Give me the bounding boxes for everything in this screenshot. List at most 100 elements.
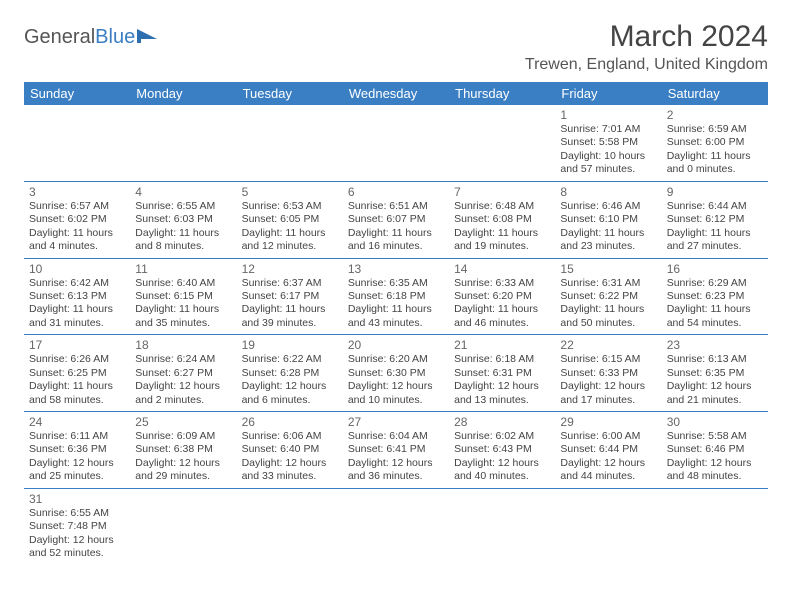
calendar-row: 10Sunrise: 6:42 AMSunset: 6:13 PMDayligh…	[24, 258, 768, 335]
day-number: 19	[242, 338, 338, 352]
empty-cell	[237, 488, 343, 564]
day-info: Sunrise: 6:48 AMSunset: 6:08 PMDaylight:…	[454, 200, 550, 254]
day-cell: 11Sunrise: 6:40 AMSunset: 6:15 PMDayligh…	[130, 258, 236, 335]
day-info: Sunrise: 7:01 AMSunset: 5:58 PMDaylight:…	[560, 123, 656, 177]
empty-cell	[662, 488, 768, 564]
day-info: Sunrise: 6:26 AMSunset: 6:25 PMDaylight:…	[29, 353, 125, 407]
day-number: 4	[135, 185, 231, 199]
day-info: Sunrise: 6:31 AMSunset: 6:22 PMDaylight:…	[560, 277, 656, 331]
weekday-header: Tuesday	[237, 82, 343, 105]
day-info: Sunrise: 6:24 AMSunset: 6:27 PMDaylight:…	[135, 353, 231, 407]
day-info: Sunrise: 6:55 AMSunset: 7:48 PMDaylight:…	[29, 507, 125, 561]
day-number: 26	[242, 415, 338, 429]
day-cell: 12Sunrise: 6:37 AMSunset: 6:17 PMDayligh…	[237, 258, 343, 335]
header: GeneralBlue March 2024 Trewen, England, …	[24, 20, 768, 74]
day-cell: 2Sunrise: 6:59 AMSunset: 6:00 PMDaylight…	[662, 105, 768, 181]
day-number: 30	[667, 415, 763, 429]
day-number: 24	[29, 415, 125, 429]
empty-cell	[130, 488, 236, 564]
day-number: 15	[560, 262, 656, 276]
calendar-row: 17Sunrise: 6:26 AMSunset: 6:25 PMDayligh…	[24, 335, 768, 412]
day-info: Sunrise: 6:35 AMSunset: 6:18 PMDaylight:…	[348, 277, 444, 331]
day-number: 5	[242, 185, 338, 199]
logo-flag-icon	[137, 29, 159, 45]
day-cell: 23Sunrise: 6:13 AMSunset: 6:35 PMDayligh…	[662, 335, 768, 412]
day-cell: 30Sunrise: 5:58 AMSunset: 6:46 PMDayligh…	[662, 412, 768, 489]
day-info: Sunrise: 6:00 AMSunset: 6:44 PMDaylight:…	[560, 430, 656, 484]
day-cell: 28Sunrise: 6:02 AMSunset: 6:43 PMDayligh…	[449, 412, 555, 489]
calendar-table: SundayMondayTuesdayWednesdayThursdayFrid…	[24, 82, 768, 565]
day-cell: 3Sunrise: 6:57 AMSunset: 6:02 PMDaylight…	[24, 181, 130, 258]
day-number: 25	[135, 415, 231, 429]
logo-text-general: General	[24, 26, 95, 49]
calendar-row: 31Sunrise: 6:55 AMSunset: 7:48 PMDayligh…	[24, 488, 768, 564]
day-cell: 26Sunrise: 6:06 AMSunset: 6:40 PMDayligh…	[237, 412, 343, 489]
empty-cell	[555, 488, 661, 564]
day-number: 10	[29, 262, 125, 276]
day-number: 8	[560, 185, 656, 199]
day-info: Sunrise: 6:22 AMSunset: 6:28 PMDaylight:…	[242, 353, 338, 407]
title-block: March 2024 Trewen, England, United Kingd…	[525, 20, 768, 74]
day-cell: 6Sunrise: 6:51 AMSunset: 6:07 PMDaylight…	[343, 181, 449, 258]
day-number: 22	[560, 338, 656, 352]
day-cell: 1Sunrise: 7:01 AMSunset: 5:58 PMDaylight…	[555, 105, 661, 181]
day-cell: 14Sunrise: 6:33 AMSunset: 6:20 PMDayligh…	[449, 258, 555, 335]
weekday-row: SundayMondayTuesdayWednesdayThursdayFrid…	[24, 82, 768, 105]
day-number: 6	[348, 185, 444, 199]
location: Trewen, England, United Kingdom	[525, 56, 768, 74]
day-info: Sunrise: 6:44 AMSunset: 6:12 PMDaylight:…	[667, 200, 763, 254]
day-number: 13	[348, 262, 444, 276]
day-info: Sunrise: 6:59 AMSunset: 6:00 PMDaylight:…	[667, 123, 763, 177]
day-info: Sunrise: 6:46 AMSunset: 6:10 PMDaylight:…	[560, 200, 656, 254]
day-number: 7	[454, 185, 550, 199]
weekday-header: Monday	[130, 82, 236, 105]
day-number: 1	[560, 108, 656, 122]
day-number: 11	[135, 262, 231, 276]
day-cell: 10Sunrise: 6:42 AMSunset: 6:13 PMDayligh…	[24, 258, 130, 335]
day-info: Sunrise: 6:04 AMSunset: 6:41 PMDaylight:…	[348, 430, 444, 484]
day-info: Sunrise: 6:40 AMSunset: 6:15 PMDaylight:…	[135, 277, 231, 331]
empty-cell	[343, 488, 449, 564]
day-number: 28	[454, 415, 550, 429]
day-number: 31	[29, 492, 125, 506]
day-number: 16	[667, 262, 763, 276]
day-cell: 22Sunrise: 6:15 AMSunset: 6:33 PMDayligh…	[555, 335, 661, 412]
month-title: March 2024	[525, 20, 768, 54]
weekday-header: Sunday	[24, 82, 130, 105]
day-info: Sunrise: 6:55 AMSunset: 6:03 PMDaylight:…	[135, 200, 231, 254]
day-info: Sunrise: 6:11 AMSunset: 6:36 PMDaylight:…	[29, 430, 125, 484]
day-info: Sunrise: 6:53 AMSunset: 6:05 PMDaylight:…	[242, 200, 338, 254]
calendar-row: 24Sunrise: 6:11 AMSunset: 6:36 PMDayligh…	[24, 412, 768, 489]
day-info: Sunrise: 6:09 AMSunset: 6:38 PMDaylight:…	[135, 430, 231, 484]
day-cell: 31Sunrise: 6:55 AMSunset: 7:48 PMDayligh…	[24, 488, 130, 564]
day-number: 29	[560, 415, 656, 429]
day-cell: 24Sunrise: 6:11 AMSunset: 6:36 PMDayligh…	[24, 412, 130, 489]
day-info: Sunrise: 6:18 AMSunset: 6:31 PMDaylight:…	[454, 353, 550, 407]
day-number: 18	[135, 338, 231, 352]
calendar-row: 3Sunrise: 6:57 AMSunset: 6:02 PMDaylight…	[24, 181, 768, 258]
day-number: 14	[454, 262, 550, 276]
day-cell: 25Sunrise: 6:09 AMSunset: 6:38 PMDayligh…	[130, 412, 236, 489]
empty-cell	[343, 105, 449, 181]
day-cell: 9Sunrise: 6:44 AMSunset: 6:12 PMDaylight…	[662, 181, 768, 258]
day-info: Sunrise: 6:33 AMSunset: 6:20 PMDaylight:…	[454, 277, 550, 331]
day-cell: 4Sunrise: 6:55 AMSunset: 6:03 PMDaylight…	[130, 181, 236, 258]
day-info: Sunrise: 6:37 AMSunset: 6:17 PMDaylight:…	[242, 277, 338, 331]
weekday-header: Wednesday	[343, 82, 449, 105]
weekday-header: Thursday	[449, 82, 555, 105]
day-number: 20	[348, 338, 444, 352]
weekday-header: Saturday	[662, 82, 768, 105]
logo: GeneralBlue	[24, 20, 159, 49]
day-number: 17	[29, 338, 125, 352]
day-cell: 8Sunrise: 6:46 AMSunset: 6:10 PMDaylight…	[555, 181, 661, 258]
day-cell: 19Sunrise: 6:22 AMSunset: 6:28 PMDayligh…	[237, 335, 343, 412]
day-cell: 27Sunrise: 6:04 AMSunset: 6:41 PMDayligh…	[343, 412, 449, 489]
day-number: 23	[667, 338, 763, 352]
day-info: Sunrise: 5:58 AMSunset: 6:46 PMDaylight:…	[667, 430, 763, 484]
day-info: Sunrise: 6:15 AMSunset: 6:33 PMDaylight:…	[560, 353, 656, 407]
day-cell: 21Sunrise: 6:18 AMSunset: 6:31 PMDayligh…	[449, 335, 555, 412]
day-cell: 18Sunrise: 6:24 AMSunset: 6:27 PMDayligh…	[130, 335, 236, 412]
day-number: 27	[348, 415, 444, 429]
day-info: Sunrise: 6:57 AMSunset: 6:02 PMDaylight:…	[29, 200, 125, 254]
logo-text-blue: Blue	[95, 26, 135, 49]
